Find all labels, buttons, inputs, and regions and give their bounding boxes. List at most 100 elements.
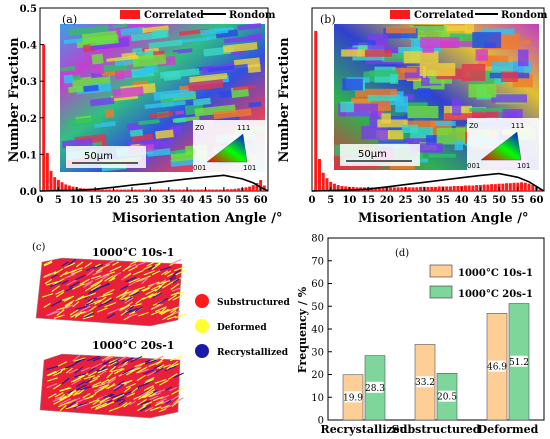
ebsd-grain-0 (189, 73, 228, 83)
grain-streak (69, 281, 80, 288)
grain-streak (77, 389, 85, 395)
scale-bar-label-0: 50μm (84, 151, 113, 162)
ebsd-grain-0 (232, 84, 257, 91)
grain-streak (61, 279, 69, 285)
ebsd-grain-1 (340, 101, 354, 113)
grain-streak (55, 291, 65, 298)
grain-streak (76, 403, 89, 409)
bar-correlated (463, 185, 467, 191)
grain-streak (68, 258, 77, 266)
bar-correlated (486, 184, 490, 191)
panel-b-ylabel: Number Fraction (277, 37, 292, 163)
grain-streak (109, 358, 120, 365)
grain-streak (169, 355, 182, 362)
panel-c-label: (c) (32, 242, 46, 253)
grain-streak (75, 358, 86, 363)
grain-streak (137, 398, 147, 406)
grain-streak (164, 365, 177, 372)
x-category-label: Deformed (478, 423, 539, 436)
grain-streak (98, 296, 107, 303)
grain-streak (118, 291, 130, 297)
bar-correlated (248, 186, 252, 191)
grain-streak (109, 365, 117, 373)
ebsd-grain-0 (247, 63, 261, 74)
bar-correlated (516, 182, 520, 191)
grain-streak (88, 287, 99, 295)
ebsd-grain-0 (193, 97, 211, 106)
grain-streak (84, 285, 95, 292)
x-tick-label: 45 (199, 195, 213, 206)
grain-streak (125, 382, 137, 389)
grain-streak (121, 290, 134, 297)
grain-streak (148, 292, 158, 299)
grain-streak (153, 389, 166, 395)
panel-a-legend: Correlated Rondom (120, 10, 276, 21)
grain-streak (57, 361, 68, 367)
grain-streak (151, 310, 161, 316)
ebsd-grain-1 (396, 102, 428, 107)
grain-streak (71, 378, 82, 385)
grain-streak (164, 270, 172, 276)
grain-streak (128, 288, 139, 296)
bar-correlated (53, 177, 57, 191)
bar-correlated (531, 185, 535, 191)
grain-streak (88, 370, 98, 377)
data-label: 20.5 (437, 393, 457, 403)
panel-a-ebsd-map: 50μm Z0 111 001 101 (60, 23, 265, 172)
grain-streak (134, 306, 143, 313)
grain-streak (84, 262, 93, 269)
grain-streak (108, 361, 117, 367)
y-tick-label: 20 (311, 370, 324, 381)
bar-correlated (218, 189, 222, 191)
y-tick-label: 70 (311, 256, 324, 267)
grain-streak (158, 408, 167, 413)
grain-streak (135, 261, 147, 267)
bar-correlated (336, 185, 340, 191)
x-category-label: Recrystallized (321, 423, 408, 436)
bar-correlated (64, 184, 68, 191)
bar-correlated (505, 183, 509, 191)
ebsd-grain-1 (461, 64, 486, 81)
grain-streak (78, 373, 89, 378)
ebsd-grain-1 (407, 106, 439, 119)
grain-streak (63, 297, 72, 302)
grain-streak (165, 386, 172, 391)
ebsd-grain-1 (379, 130, 404, 142)
ebsd-grain-1 (501, 71, 518, 82)
bar-correlated (493, 184, 497, 191)
grain-streak (102, 393, 113, 399)
grain-streak (108, 406, 121, 412)
grain-streak (148, 392, 157, 398)
panel-c-grain-maps: (c) 1000°C 10s-1 1000°C 20s-1 Substructu… (32, 242, 290, 419)
grain-streak (101, 297, 112, 305)
ebsd-grain-1 (518, 49, 529, 67)
grain-streak (94, 275, 105, 281)
grain-streak (142, 287, 150, 292)
grain-streak (98, 283, 110, 289)
ebsd-grain-1 (404, 66, 423, 79)
grain-streak (107, 378, 117, 385)
grain-streak (84, 292, 97, 298)
grain-streak (167, 306, 178, 312)
bar-correlated (392, 187, 396, 191)
panel-d-legend-20s: 1000°C 20s-1 (458, 289, 533, 300)
data-label-bg (416, 376, 434, 388)
ebsd-grain-1 (381, 53, 411, 62)
grain-streak (164, 403, 175, 409)
bar-correlated (381, 187, 385, 191)
x-tick-label: 60 (530, 195, 544, 206)
y-tick-label: 30 (311, 347, 324, 358)
grain-streak (85, 377, 93, 384)
grain-streak (143, 385, 154, 391)
bar-correlated (482, 184, 486, 191)
grain-streak (47, 371, 58, 377)
ebsd-grain-1 (369, 115, 380, 129)
grain-streak (89, 305, 97, 311)
grain-streak (116, 395, 125, 401)
grain-streak (114, 398, 125, 403)
grain-streak (124, 391, 132, 396)
ebsd-grain-0 (105, 109, 115, 119)
panel-d-frequency-chart: (d) 1000°C 10s-1 1000°C 20s-1 0 10 20 30 40 5… (296, 234, 545, 436)
grain-streak (170, 363, 179, 368)
grain-streak (109, 273, 118, 281)
